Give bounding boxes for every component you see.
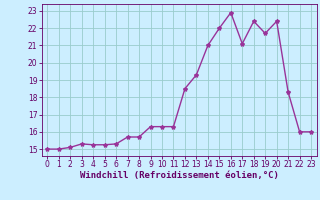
X-axis label: Windchill (Refroidissement éolien,°C): Windchill (Refroidissement éolien,°C) <box>80 171 279 180</box>
